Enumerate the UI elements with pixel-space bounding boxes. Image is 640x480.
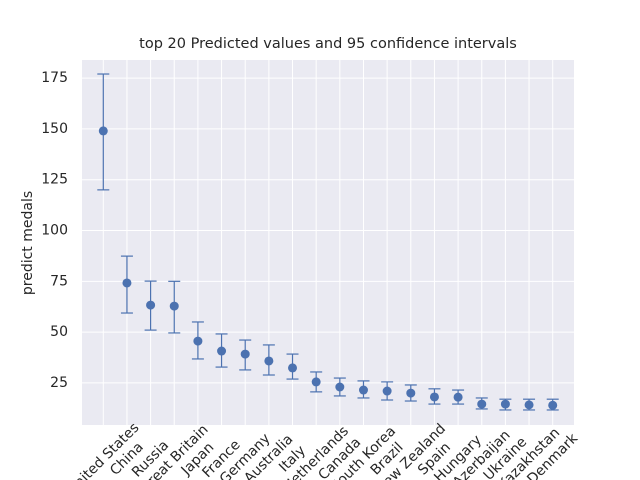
- point: [500, 399, 510, 409]
- point: [524, 400, 534, 410]
- point: [169, 301, 179, 311]
- point: [382, 386, 392, 396]
- point: [288, 363, 298, 373]
- point: [358, 385, 368, 395]
- chart-title: top 20 Predicted values and 95 confidenc…: [139, 36, 517, 52]
- point: [122, 278, 132, 288]
- point: [240, 349, 250, 359]
- point: [548, 400, 558, 410]
- y-tick-label: 175: [41, 70, 68, 86]
- point: [453, 392, 463, 402]
- point: [311, 377, 321, 387]
- point: [193, 336, 203, 346]
- plot-area: [82, 60, 574, 425]
- point: [264, 356, 274, 366]
- point: [217, 346, 227, 356]
- y-tick-label: 125: [41, 172, 68, 188]
- y-tick-label: 75: [50, 273, 68, 289]
- y-tick-label: 150: [41, 121, 68, 137]
- point: [146, 300, 156, 310]
- point: [477, 399, 487, 409]
- point: [98, 126, 108, 136]
- point: [335, 382, 345, 392]
- point: [429, 392, 439, 402]
- y-tick-label: 100: [41, 223, 68, 239]
- y-tick-label: 25: [50, 375, 68, 391]
- point: [406, 388, 416, 398]
- y-axis-label: predict medals: [20, 191, 36, 295]
- y-tick-label: 50: [50, 324, 68, 340]
